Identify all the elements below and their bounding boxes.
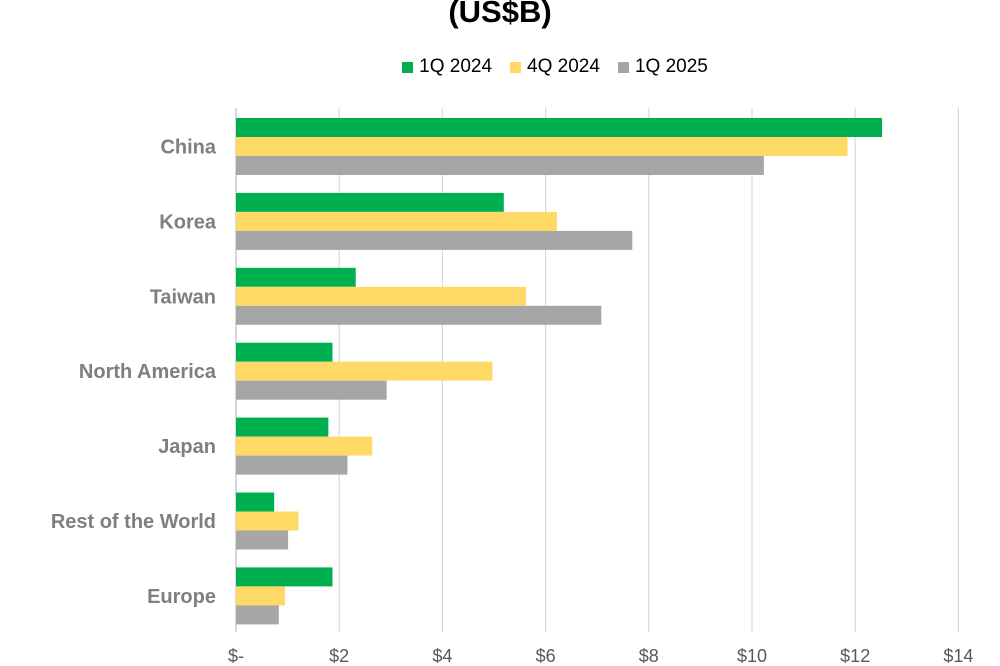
bar <box>236 492 275 512</box>
bar <box>236 455 348 475</box>
bar <box>236 137 848 156</box>
x-tick-label: $2 <box>329 646 349 666</box>
legend-item: 1Q 2024 <box>402 56 492 78</box>
legend: 1Q 2024 4Q 2024 1Q 2025 <box>0 56 1000 78</box>
legend-swatch <box>402 61 414 73</box>
bar <box>236 586 286 606</box>
bar <box>236 530 289 550</box>
category-label: Europe <box>147 586 216 608</box>
bar <box>236 118 883 137</box>
category-label: Korea <box>159 211 217 233</box>
category-label: Taiwan <box>150 286 216 308</box>
bar <box>236 361 493 381</box>
bar <box>236 605 279 625</box>
x-tick-label: $14 <box>943 646 973 666</box>
bar <box>236 417 329 437</box>
x-tick-label: $10 <box>737 646 767 666</box>
x-tick-label: $12 <box>840 646 870 666</box>
x-tick-label: $8 <box>639 646 659 666</box>
bar <box>236 567 333 587</box>
x-tick-label: $4 <box>432 646 452 666</box>
legend-label: 4Q 2024 <box>527 56 600 77</box>
bar <box>236 436 373 456</box>
category-label: Japan <box>158 436 216 458</box>
legend-swatch <box>617 61 629 73</box>
bar <box>236 211 557 231</box>
chart-title: (US$B) <box>448 0 552 29</box>
bar <box>236 156 764 175</box>
bar <box>236 192 504 212</box>
bar <box>236 511 299 531</box>
bar <box>236 267 356 287</box>
legend-item: 4Q 2024 <box>510 56 600 78</box>
bar <box>236 230 633 250</box>
bar <box>236 342 333 362</box>
x-tick-label: $6 <box>536 646 556 666</box>
legend-item: 1Q 2025 <box>617 56 708 78</box>
category-label: Rest of the World <box>51 511 216 533</box>
category-label: China <box>160 137 216 159</box>
bar <box>236 305 602 325</box>
legend-label: 1Q 2024 <box>419 56 493 77</box>
category-label: North America <box>79 361 217 383</box>
legend-swatch <box>510 61 522 73</box>
bar <box>236 380 387 400</box>
bar <box>236 286 526 306</box>
legend-label: 1Q 2025 <box>634 56 708 77</box>
x-tick-label: $- <box>228 646 244 666</box>
